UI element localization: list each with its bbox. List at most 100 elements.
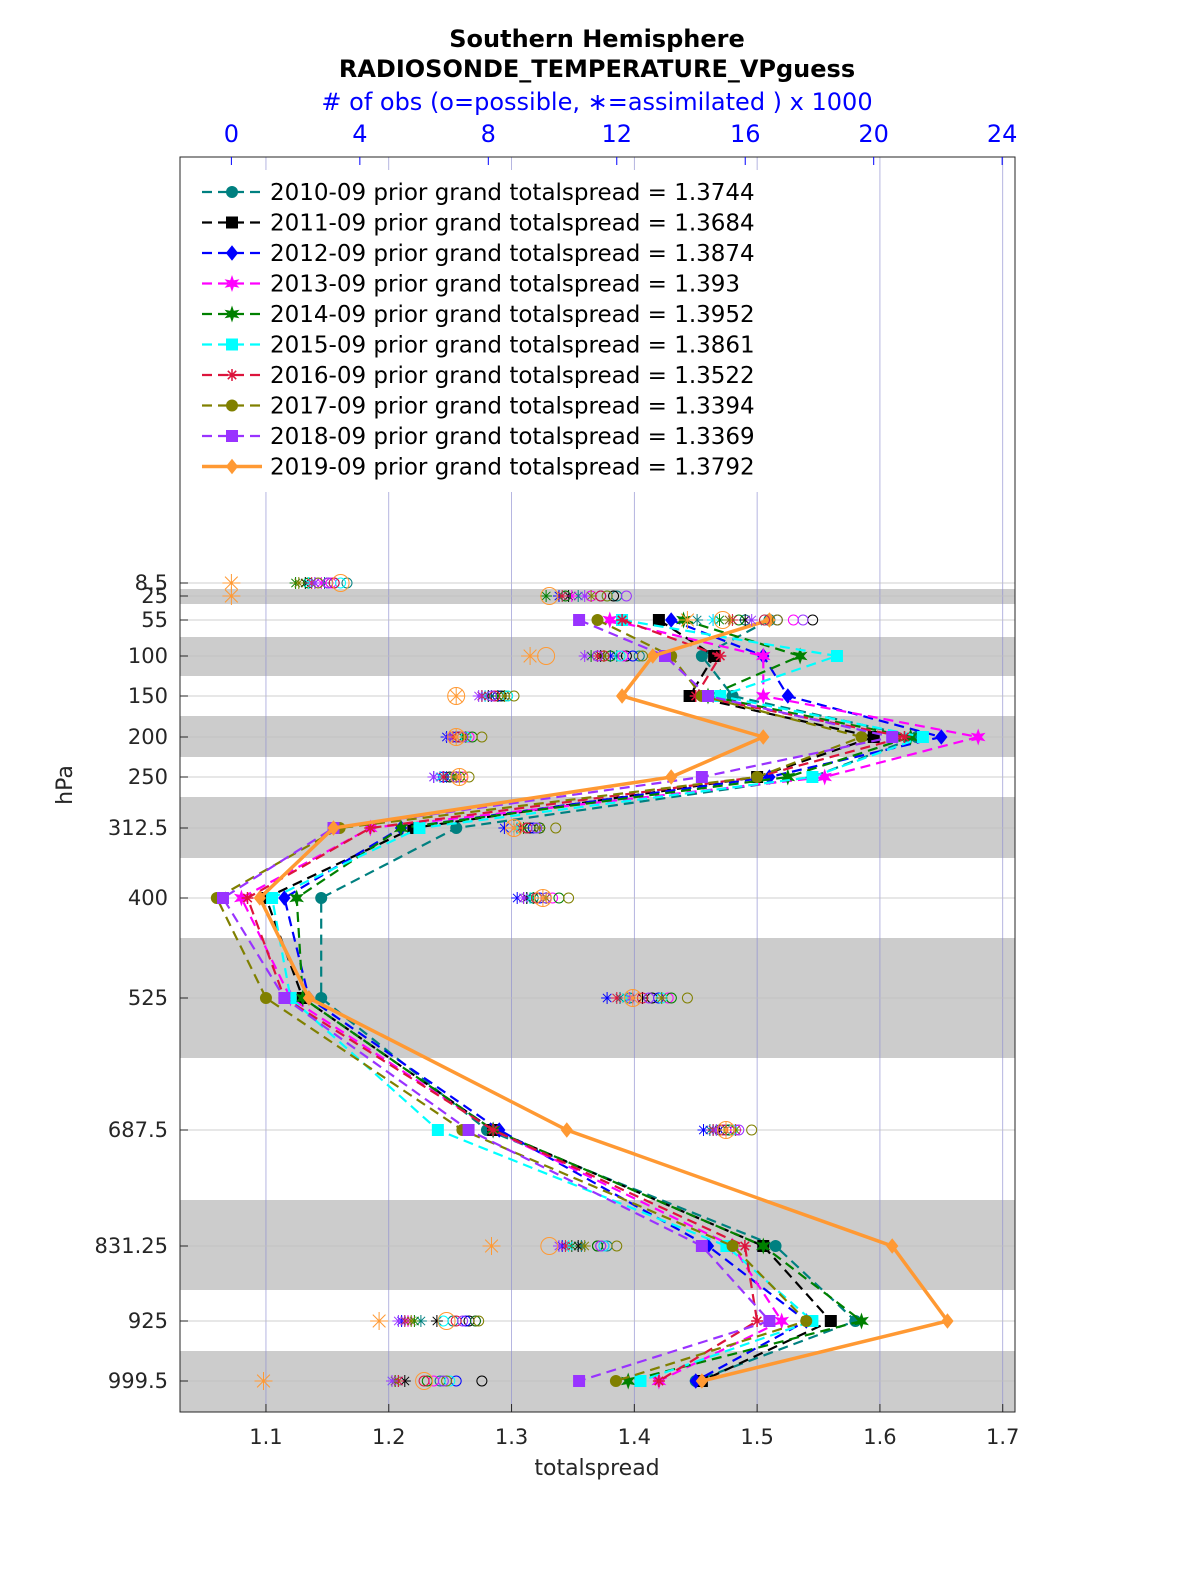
data-point — [216, 892, 229, 904]
level-band — [180, 589, 1015, 604]
obs-assimilated — [427, 771, 440, 783]
obs-possible — [681, 992, 693, 1004]
obs-assimilated — [713, 614, 726, 626]
obs-assimilated — [498, 822, 511, 834]
y-tick-label: 525 — [128, 986, 168, 1010]
obs-assimilated — [572, 1240, 585, 1252]
legend-marker — [226, 186, 238, 198]
obs-possible — [620, 590, 632, 602]
legend-entry: 2017-09 prior grand totalspread = 1.3394 — [270, 394, 755, 420]
obs-assimilated — [610, 992, 623, 1004]
legend-marker — [225, 458, 239, 475]
legend-entry: 2018-09 prior grand totalspread = 1.3369 — [270, 424, 755, 450]
obs-possible — [457, 1315, 469, 1327]
series-lines — [210, 611, 986, 1390]
obs-possible — [540, 1237, 559, 1255]
series-line — [246, 618, 905, 1382]
top-axis-label: # of obs (o=possible, ∗=assimilated ) x … — [321, 88, 872, 116]
data-point — [646, 648, 659, 664]
data-point — [855, 731, 868, 743]
obs-possible — [636, 650, 648, 662]
obs-assimilated — [517, 892, 530, 904]
data-point — [755, 687, 771, 705]
data-point — [573, 614, 586, 626]
obs-assimilated — [553, 1240, 565, 1252]
obs-possible — [476, 1375, 488, 1387]
y-tick-label: 312.5 — [108, 816, 168, 840]
obs-assimilated — [491, 690, 504, 702]
data-point — [769, 1240, 782, 1252]
obs-assimilated — [398, 1315, 411, 1327]
data-point — [665, 612, 678, 628]
x-tick-label: 1.2 — [372, 1425, 405, 1449]
obs-assimilated — [540, 590, 553, 602]
top-tick-label: 0 — [224, 120, 239, 148]
obs-possible — [441, 1375, 453, 1387]
data-point — [702, 690, 715, 702]
data-point — [935, 729, 948, 745]
y-tick-label: 999.5 — [108, 1369, 168, 1393]
series-line — [239, 618, 979, 1382]
obs-assimilated — [707, 614, 720, 626]
data-point — [867, 731, 880, 743]
obs-possible — [322, 577, 334, 589]
series-9 — [216, 614, 899, 1387]
data-point — [591, 614, 604, 626]
legend-marker — [224, 305, 240, 323]
obs-possible — [611, 1240, 623, 1252]
obs-assimilated — [370, 1312, 389, 1330]
data-point — [652, 1375, 665, 1387]
data-point — [763, 1315, 776, 1327]
obs-assimilated — [565, 590, 578, 602]
obs-possible — [563, 892, 575, 904]
obs-possible — [450, 1315, 462, 1327]
obs-possible — [540, 587, 559, 605]
obs-assimilated — [414, 1315, 427, 1327]
data-point — [757, 729, 770, 745]
level-band — [180, 1351, 1015, 1412]
series-10 — [253, 612, 954, 1389]
obs-possible — [335, 577, 347, 589]
obs-assimilated — [585, 590, 598, 602]
data-point — [278, 992, 291, 1004]
y-tick-label: 25 — [141, 584, 168, 608]
series-line — [295, 618, 915, 1383]
obs-possible — [595, 1240, 607, 1252]
obs-assimilated — [556, 590, 569, 602]
obs-series-10 — [222, 574, 735, 1390]
obs-possible — [620, 650, 632, 662]
y-tick-label: 925 — [128, 1309, 168, 1333]
data-point — [774, 1312, 790, 1330]
data-point — [620, 1372, 636, 1390]
obs-possible — [418, 1375, 430, 1387]
data-point — [806, 771, 819, 783]
legend-marker — [226, 369, 238, 381]
top-tick-label: 8 — [481, 120, 496, 148]
x-tick-label: 1.7 — [986, 1425, 1019, 1449]
obs-assimilated — [386, 1375, 398, 1387]
obs-assimilated — [524, 892, 537, 904]
obs-possible — [444, 1375, 456, 1387]
legend-marker — [226, 399, 238, 412]
observation-counts — [222, 574, 819, 1390]
data-point — [886, 1238, 899, 1254]
data-point — [573, 1375, 586, 1387]
x-tick-label: 1.3 — [495, 1425, 528, 1449]
data-point — [886, 731, 899, 743]
level-band — [180, 1200, 1015, 1290]
legend-entry: 2016-09 prior grand totalspread = 1.3522 — [270, 363, 755, 389]
obs-possible — [608, 590, 620, 602]
data-point — [755, 647, 771, 665]
obs-possible — [713, 611, 732, 629]
obs-assimilated — [710, 1124, 723, 1136]
x-tick-label: 1.5 — [740, 1425, 773, 1449]
data-point — [780, 768, 796, 786]
legend-entry: 2013-09 prior grand totalspread = 1.393 — [270, 272, 740, 298]
obs-possible — [469, 1315, 481, 1327]
y-axis-label: hPa — [53, 765, 78, 805]
obs-assimilated — [533, 822, 546, 834]
obs-assimilated — [559, 1240, 572, 1252]
data-point — [970, 728, 986, 746]
x-tick-label: 1.6 — [863, 1425, 896, 1449]
data-point — [941, 1313, 954, 1329]
